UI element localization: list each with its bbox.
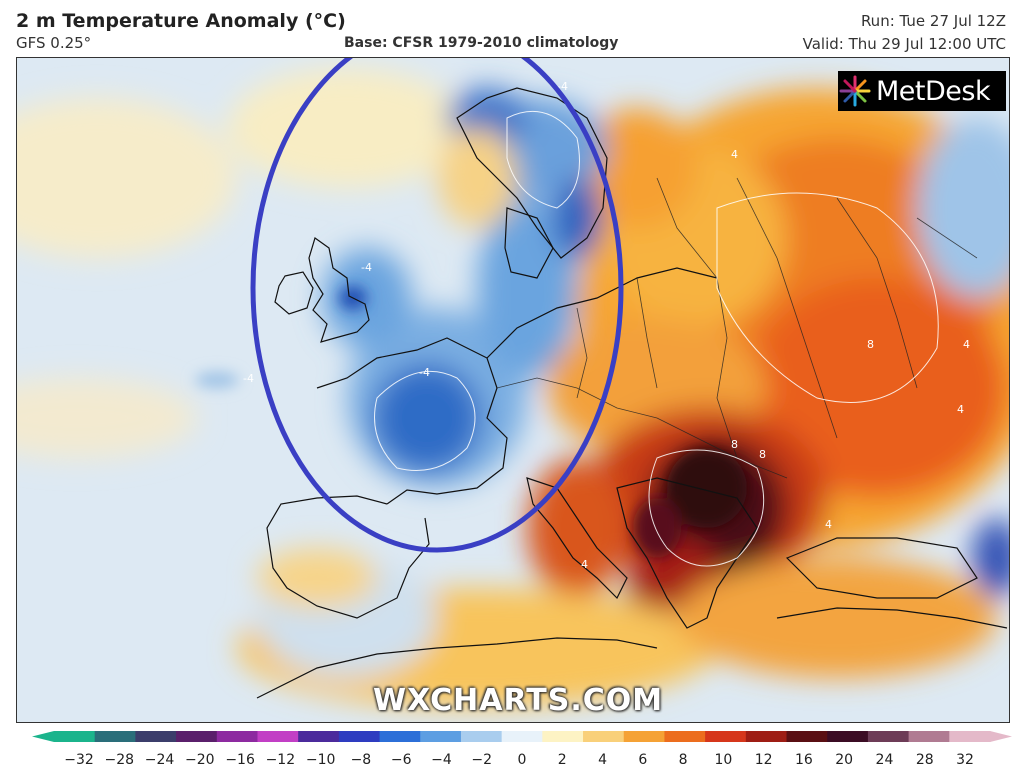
scale-swatch	[94, 731, 136, 742]
scale-swatch	[949, 731, 991, 742]
wxcharts-watermark: WXCHARTS.COM	[373, 683, 664, 718]
scale-label: −4	[431, 752, 452, 768]
scale-label: 8	[679, 752, 688, 768]
contour-label: -4	[361, 261, 372, 274]
scale-swatch	[338, 731, 381, 742]
scale-swatch	[745, 731, 788, 742]
color-scale-bar: −32 −28 −24 −20 −16 −12 −10 −8 −6 −4 −2 0 2 4 6 8 10 12 16…	[32, 731, 1012, 768]
scale-swatches	[32, 731, 1012, 742]
contour-label: 8	[867, 338, 874, 351]
scale-swatch	[867, 731, 910, 742]
scale-swatch	[623, 731, 666, 742]
scale-label: 28	[916, 752, 934, 768]
highlight-ellipse	[250, 58, 624, 553]
scale-label: −32	[64, 752, 94, 768]
scale-label: 16	[795, 752, 813, 768]
scale-swatch	[827, 731, 869, 742]
contour-label: 4	[731, 148, 738, 161]
scale-label: −24	[145, 752, 175, 768]
scale-label: 0	[518, 752, 527, 768]
contour-label: 8	[759, 448, 766, 461]
scale-swatch	[379, 731, 421, 742]
scale-label: −16	[225, 752, 255, 768]
scale-label: 4	[598, 752, 607, 768]
scale-swatch	[257, 731, 299, 742]
scale-swatch	[786, 731, 828, 742]
temperature-anomaly-map: -4 -4 -4 -4 4 8 4 8 8 4 4 4	[16, 57, 1010, 723]
scale-label: −8	[351, 752, 372, 768]
baseline-label: Base: CFSR 1979-2010 climatology	[344, 35, 619, 51]
map-canvas: -4 -4 -4 -4 4 8 4 8 8 4 4 4	[17, 58, 1009, 722]
metdesk-logo: MetDesk	[838, 71, 1006, 111]
model-label: GFS 0.25°	[16, 34, 92, 52]
scale-swatch	[908, 731, 950, 742]
scale-label: 20	[835, 752, 853, 768]
scale-label: −6	[391, 752, 412, 768]
contour-label: 4	[957, 403, 964, 416]
scale-label: 12	[755, 752, 773, 768]
chart-title: 2 m Temperature Anomaly (°C)	[16, 10, 346, 32]
scale-label: 2	[558, 752, 567, 768]
scale-swatch	[176, 731, 218, 742]
scale-swatch	[298, 731, 340, 742]
scale-swatch	[460, 731, 503, 742]
scale-label: 32	[956, 752, 974, 768]
scale-swatch	[54, 731, 96, 742]
anomaly-detail-shading	[195, 286, 747, 558]
scale-swatch	[501, 731, 543, 742]
scale-label: 10	[714, 752, 732, 768]
scale-arrow-right	[990, 731, 1012, 742]
contour-label: -4	[243, 372, 254, 385]
scale-label: −2	[471, 752, 492, 768]
scale-label: −10	[306, 752, 336, 768]
scale-swatch	[583, 731, 625, 742]
coastlines	[256, 87, 1008, 699]
contour-labels: -4 -4 -4 -4 4 8 4 8 8 4 4 4	[243, 80, 970, 571]
scale-swatch	[216, 731, 259, 742]
contour-label: 4	[825, 518, 832, 531]
scale-swatch	[420, 731, 462, 742]
scale-labels: −32 −28 −24 −20 −16 −12 −10 −8 −6 −4 −2 0 2 4 6 8 10 12 16…	[64, 752, 974, 768]
scale-swatch	[664, 731, 706, 742]
scale-label: 24	[876, 752, 894, 768]
scale-label: −20	[185, 752, 215, 768]
scale-swatch	[135, 731, 177, 742]
scale-label: −28	[104, 752, 134, 768]
scale-label: −12	[266, 752, 296, 768]
contour-label: 4	[581, 558, 588, 571]
metdesk-starburst-icon	[839, 75, 871, 107]
scale-swatch	[705, 731, 747, 742]
run-time-label: Run: Tue 27 Jul 12Z	[860, 12, 1006, 30]
scale-label: 6	[638, 752, 647, 768]
scale-arrow-left	[32, 731, 54, 742]
scale-swatch	[542, 731, 584, 742]
contour-label: -4	[419, 366, 430, 379]
contour-label: 8	[731, 438, 738, 451]
contour-label: 4	[963, 338, 970, 351]
valid-time-label: Valid: Thu 29 Jul 12:00 UTC	[802, 35, 1006, 53]
anomaly-shading	[17, 68, 1009, 708]
country-borders	[496, 177, 978, 479]
contour-label: -4	[557, 80, 568, 93]
metdesk-logo-text: MetDesk	[876, 75, 991, 107]
anomaly-contours	[374, 110, 939, 567]
